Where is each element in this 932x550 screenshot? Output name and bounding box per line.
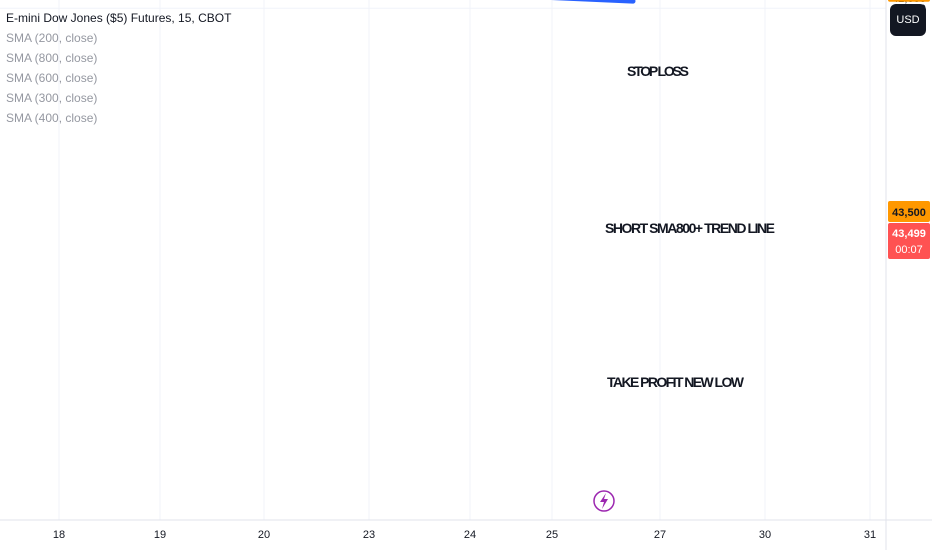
- x-tick-label: 19: [154, 529, 166, 541]
- indicator-sma-600[interactable]: SMA (600, close): [6, 71, 98, 85]
- indicator-sma-200[interactable]: SMA (200, close): [6, 31, 98, 45]
- level-annotation: STOP LOSS: [627, 63, 689, 79]
- lightning-icon-glyph: [600, 493, 608, 509]
- chart-legend: E-mini Dow Jones ($5) Futures, 15, CBOT …: [6, 8, 231, 128]
- x-tick-label: 20: [258, 529, 270, 541]
- time-scale-background[interactable]: [0, 520, 886, 550]
- indicator-sma-800[interactable]: SMA (800, close): [6, 51, 98, 65]
- price-tag-orange-label: 43,500: [892, 207, 926, 219]
- level-annotation: SHORT SMA800+ TREND LINE: [605, 220, 775, 236]
- x-tick-label: 25: [546, 529, 558, 541]
- current-price-label: 43,499: [892, 228, 926, 240]
- x-tick-label: 27: [654, 529, 666, 541]
- y-tick-label: 42,000: [892, 0, 926, 5]
- indicator-sma-400[interactable]: SMA (400, close): [6, 111, 98, 125]
- symbol-title: E-mini Dow Jones ($5) Futures, 15, CBOT: [6, 11, 232, 25]
- x-tick-label: 23: [363, 529, 375, 541]
- bar-countdown-label: 00:07: [895, 244, 923, 256]
- x-tick-label: 30: [759, 529, 771, 541]
- price-scale-background[interactable]: [886, 0, 932, 550]
- x-tick-label: 18: [53, 529, 65, 541]
- x-tick-label: 24: [464, 529, 476, 541]
- level-annotation: TAKE PROFIT NEW LOW: [607, 374, 745, 390]
- current-price-tag: [888, 223, 930, 259]
- level-price-tag: [888, 0, 930, 2]
- indicator-sma-300[interactable]: SMA (300, close): [6, 91, 98, 105]
- plot-background: [0, 0, 886, 520]
- currency-button[interactable]: USD: [890, 4, 926, 36]
- x-tick-label: 31: [864, 529, 876, 541]
- price-tag-orange: [888, 201, 930, 222]
